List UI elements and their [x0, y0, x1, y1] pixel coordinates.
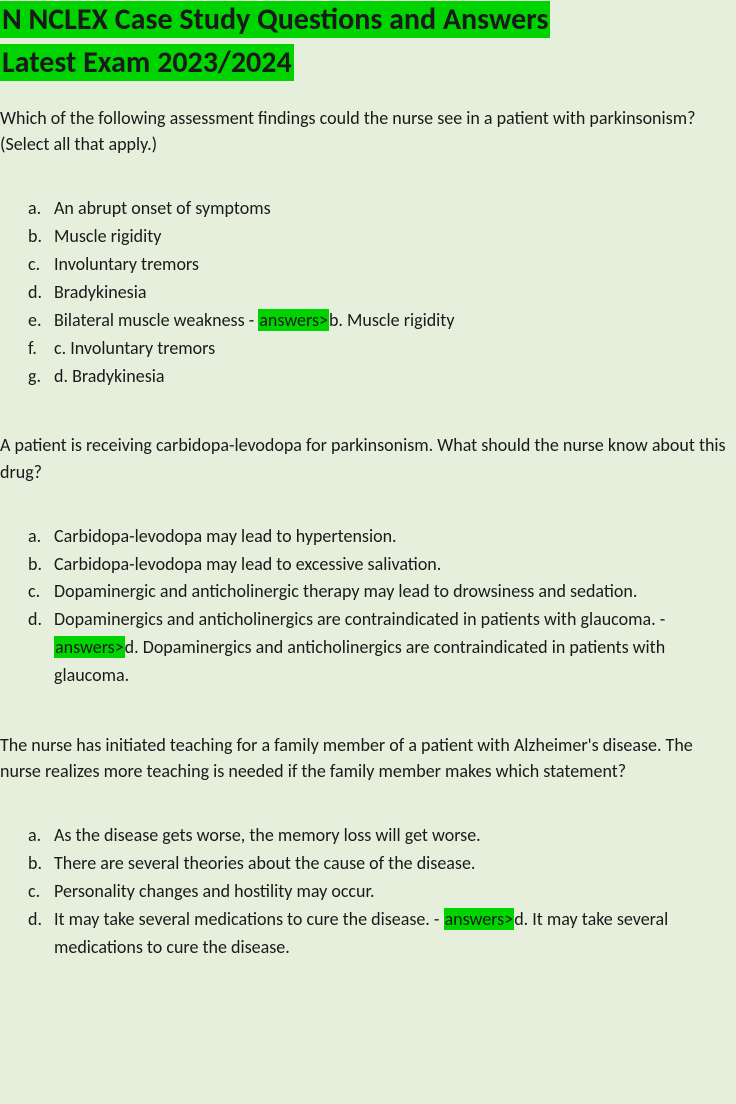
q1-option-f: f.c. Involuntary tremors: [28, 335, 736, 363]
q2-option-d: d.Dopaminergics and anticholinergics are…: [28, 606, 736, 690]
option-letter: d.: [28, 279, 54, 307]
q2-option-c: c.Dopaminergic and anticholinergic thera…: [28, 578, 736, 606]
q1-e-post: b. Muscle rigidity: [329, 309, 455, 331]
answer-highlight: answers>: [444, 908, 515, 930]
q1-option-e: e.Bilateral muscle weakness - answers>b.…: [28, 307, 736, 335]
title-block: N NCLEX Case Study Questions and Answers…: [0, 0, 736, 83]
q2-option-b: b.Carbidopa-levodopa may lead to excessi…: [28, 551, 736, 579]
option-letter: c.: [28, 578, 54, 606]
option-text: d. Bradykinesia: [54, 363, 736, 391]
option-letter: c.: [28, 878, 54, 906]
option-text: Muscle rigidity: [54, 223, 736, 251]
q3-option-c: c.Personality changes and hostility may …: [28, 878, 736, 906]
question-3-options: a.As the disease gets worse, the memory …: [0, 822, 736, 961]
answer-highlight: answers>: [54, 636, 125, 658]
question-2-block: A patient is receiving carbidopa-levodop…: [0, 432, 736, 690]
option-text: Bradykinesia: [54, 279, 736, 307]
option-letter: d.: [28, 606, 54, 690]
option-text: Dopaminergic and anticholinergic therapy…: [54, 578, 736, 606]
title-line-1: N NCLEX Case Study Questions and Answers: [0, 0, 736, 41]
option-letter: f.: [28, 335, 54, 363]
option-text: Carbidopa-levodopa may lead to excessive…: [54, 551, 736, 579]
option-letter: a.: [28, 195, 54, 223]
option-letter: a.: [28, 523, 54, 551]
question-3-block: The nurse has initiated teaching for a f…: [0, 732, 736, 962]
q1-option-a: a.An abrupt onset of symptoms: [28, 195, 736, 223]
option-letter: d.: [28, 906, 54, 962]
q3-option-d: d.It may take several medications to cur…: [28, 906, 736, 962]
option-text: As the disease gets worse, the memory lo…: [54, 822, 736, 850]
option-text: Carbidopa-levodopa may lead to hypertens…: [54, 523, 736, 551]
q1-option-c: c.Involuntary tremors: [28, 251, 736, 279]
option-letter: c.: [28, 251, 54, 279]
q2-d-post: d. Dopaminergics and anticholinergics ar…: [54, 636, 665, 686]
question-1-text: Which of the following assessment findin…: [0, 105, 736, 157]
option-text: Personality changes and hostility may oc…: [54, 878, 736, 906]
question-1-options: a.An abrupt onset of symptoms b.Muscle r…: [0, 195, 736, 390]
option-text: c. Involuntary tremors: [54, 335, 736, 363]
q1-option-g: g.d. Bradykinesia: [28, 363, 736, 391]
q3-option-a: a.As the disease gets worse, the memory …: [28, 822, 736, 850]
question-3-text: The nurse has initiated teaching for a f…: [0, 732, 736, 784]
option-letter: a.: [28, 822, 54, 850]
option-text: Involuntary tremors: [54, 251, 736, 279]
title-highlight-2: Latest Exam 2023/2024: [0, 44, 294, 81]
option-letter: b.: [28, 223, 54, 251]
q1-option-d: d.Bradykinesia: [28, 279, 736, 307]
title-highlight-1: N NCLEX Case Study Questions and Answers: [0, 1, 550, 38]
q1-e-pre: Bilateral muscle weakness -: [54, 309, 258, 331]
answer-highlight: answers>: [258, 309, 329, 331]
option-letter: b.: [28, 850, 54, 878]
option-text: Dopaminergics and anticholinergics are c…: [54, 606, 736, 690]
question-1-block: Which of the following assessment findin…: [0, 105, 736, 390]
q3-option-b: b.There are several theories about the c…: [28, 850, 736, 878]
option-text: Bilateral muscle weakness - answers>b. M…: [54, 307, 736, 335]
option-letter: b.: [28, 551, 54, 579]
option-letter: g.: [28, 363, 54, 391]
question-2-text: A patient is receiving carbidopa-levodop…: [0, 432, 736, 484]
question-2-options: a.Carbidopa-levodopa may lead to hyperte…: [0, 523, 736, 690]
option-text: An abrupt onset of symptoms: [54, 195, 736, 223]
q1-option-b: b.Muscle rigidity: [28, 223, 736, 251]
option-text: It may take several medications to cure …: [54, 906, 736, 962]
option-text: There are several theories about the cau…: [54, 850, 736, 878]
title-line-2: Latest Exam 2023/2024: [0, 43, 736, 84]
option-letter: e.: [28, 307, 54, 335]
q2-option-a: a.Carbidopa-levodopa may lead to hyperte…: [28, 523, 736, 551]
q2-d-pre: Dopaminergics and anticholinergics are c…: [54, 608, 665, 630]
q3-d-pre: It may take several medications to cure …: [54, 908, 444, 930]
